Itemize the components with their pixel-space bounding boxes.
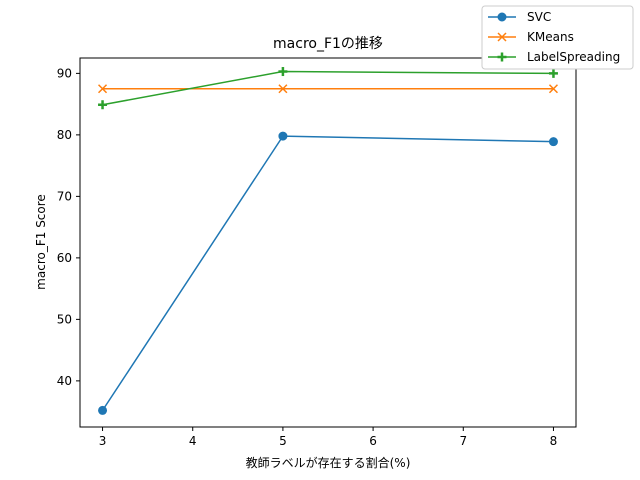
legend-box <box>481 5 634 70</box>
legend-entry: LabelSpreading <box>488 50 620 64</box>
data-point <box>548 84 558 94</box>
x-tick-label: 8 <box>550 434 558 448</box>
y-tick-label: 60 <box>57 251 72 265</box>
y-axis: 40 50 60 70 80 90 <box>57 66 80 388</box>
data-point <box>548 137 558 147</box>
data-point <box>98 84 108 94</box>
y-tick-label: 70 <box>57 189 72 203</box>
data-point <box>278 84 288 94</box>
legend-marker <box>497 32 507 42</box>
y-tick-label: 90 <box>57 66 72 80</box>
data-point <box>278 67 288 77</box>
data-point <box>98 100 108 110</box>
data-point <box>278 131 288 141</box>
data-point <box>98 405 108 415</box>
series-kmeans <box>98 84 558 94</box>
series-layer <box>98 67 558 415</box>
x-tick-label: 4 <box>189 434 197 448</box>
y-tick-label: 50 <box>57 312 72 326</box>
x-tick-label: 6 <box>369 434 377 448</box>
x-tick-label: 7 <box>459 434 467 448</box>
plot-area <box>79 57 577 428</box>
legend: SVC KMeans LabelSpreading <box>481 5 634 70</box>
series-labelspreading <box>98 67 558 110</box>
series-svc <box>98 131 558 415</box>
x-axis-label: 教師ラベルが存在する割合(%) <box>246 455 411 470</box>
legend-marker <box>497 12 507 22</box>
legend-marker <box>497 52 507 62</box>
y-tick-label: 80 <box>57 128 72 142</box>
y-tick-label: 40 <box>57 374 72 388</box>
legend-entry: SVC <box>488 10 551 24</box>
x-tick-label: 3 <box>99 434 107 448</box>
chart-title: macro_F1の推移 <box>273 36 383 52</box>
legend-entry: KMeans <box>488 30 574 44</box>
x-axis: 3 4 5 6 7 8 <box>99 427 558 448</box>
legend-label: SVC <box>527 10 551 24</box>
legend-label: KMeans <box>527 30 574 44</box>
legend-label: LabelSpreading <box>527 50 620 64</box>
x-tick-label: 5 <box>279 434 287 448</box>
y-axis-label: macro_F1 Score <box>34 194 48 290</box>
data-point <box>548 68 558 78</box>
